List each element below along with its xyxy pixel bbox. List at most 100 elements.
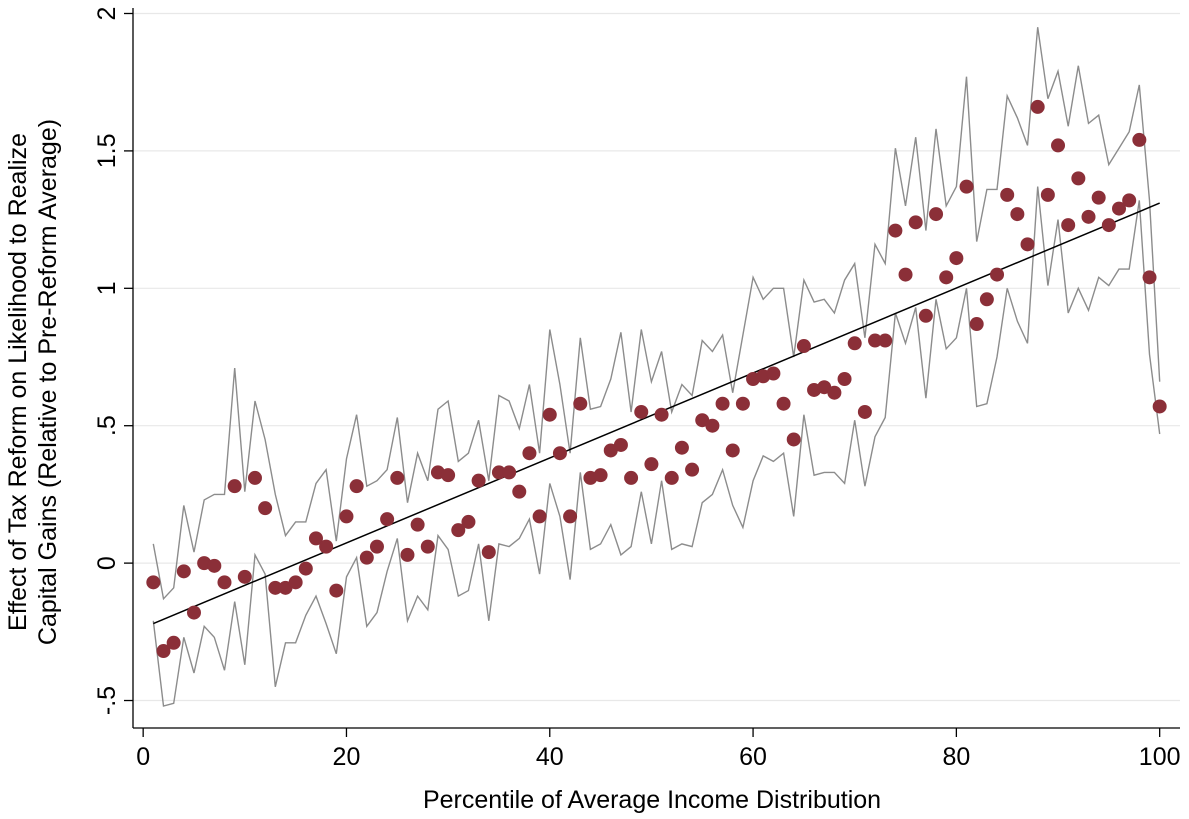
y-tick-label: 0 [93, 556, 121, 570]
data-point [349, 479, 364, 494]
data-point [542, 407, 557, 422]
data-point [186, 605, 201, 620]
data-point [166, 635, 181, 650]
data-point [573, 396, 588, 411]
data-point [735, 396, 750, 411]
data-point [929, 207, 944, 222]
data-point [837, 371, 852, 386]
data-point [390, 470, 405, 485]
data-point [146, 575, 161, 590]
ci-upper-line [152, 27, 1161, 601]
data-point [1020, 237, 1035, 252]
data-point [624, 470, 639, 485]
data-point [207, 558, 222, 573]
data-point [1091, 190, 1106, 205]
data-point [634, 404, 649, 419]
data-point [685, 462, 700, 477]
x-tick-label: 40 [536, 743, 564, 771]
data-point [969, 317, 984, 332]
data-point [979, 292, 994, 307]
data-point [522, 446, 537, 461]
axes [124, 8, 1180, 737]
data-point [857, 404, 872, 419]
data-point [441, 468, 456, 483]
data-point [898, 267, 913, 282]
data-point [156, 644, 171, 659]
data-point [461, 514, 476, 529]
data-point [1081, 209, 1096, 224]
y-axis-title-line-1: Effect of Tax Reform on Likelihood to Re… [4, 133, 32, 631]
y-tick-label: 1.5 [93, 134, 121, 169]
data-point [1112, 201, 1127, 216]
confidence-interval-lines [152, 27, 1161, 707]
data-point [217, 575, 232, 590]
data-point [329, 583, 344, 598]
ci-lower-line [152, 186, 1161, 707]
data-point [420, 539, 435, 554]
data-point [786, 432, 801, 447]
data-point [1152, 399, 1167, 414]
data-point [481, 545, 496, 560]
data-point [502, 465, 517, 480]
data-point [1000, 187, 1015, 202]
data-point [308, 531, 323, 546]
data-point [1010, 207, 1025, 222]
data-point [237, 569, 252, 584]
data-point [1051, 138, 1066, 153]
data-point [176, 564, 191, 579]
y-tick-label: 2 [93, 7, 121, 21]
data-point [380, 512, 395, 527]
data-point [908, 215, 923, 230]
data-point [1030, 99, 1045, 114]
data-point [613, 437, 628, 452]
data-point [1142, 270, 1157, 285]
data-point [247, 470, 262, 485]
data-point [451, 523, 466, 538]
data-point [400, 547, 415, 562]
x-tick-label: 100 [1139, 743, 1181, 771]
data-point [878, 333, 893, 348]
data-point [369, 539, 384, 554]
data-point [552, 446, 567, 461]
data-point [949, 251, 964, 266]
x-tick-label: 0 [136, 743, 150, 771]
data-point [990, 267, 1005, 282]
data-point [654, 407, 669, 422]
data-point [796, 339, 811, 354]
data-point [298, 561, 313, 576]
y-axis-title-line-2: Capital Gains (Relative to Pre-Reform Av… [34, 119, 62, 645]
data-point [1071, 171, 1086, 186]
data-point [491, 465, 506, 480]
data-point [918, 308, 933, 323]
x-tick-label: 20 [333, 743, 361, 771]
data-point [827, 385, 842, 400]
data-point [319, 539, 334, 554]
data-point [664, 470, 679, 485]
y-tick-label: 1 [93, 281, 121, 295]
data-point [471, 473, 486, 488]
data-point [227, 479, 242, 494]
data-point [1101, 218, 1116, 233]
data-point [1061, 218, 1076, 233]
data-point [715, 396, 730, 411]
y-tick-label: .5 [93, 415, 121, 436]
data-point [1132, 132, 1147, 147]
data-point [766, 366, 781, 381]
data-point [725, 443, 740, 458]
data-point [705, 418, 720, 433]
data-point [268, 580, 283, 595]
data-point [563, 509, 578, 524]
data-point [939, 270, 954, 285]
data-point [674, 440, 689, 455]
data-points [146, 99, 1167, 659]
data-point [410, 517, 425, 532]
data-point [868, 333, 883, 348]
data-point [512, 484, 527, 499]
data-point [888, 223, 903, 238]
data-point [339, 509, 354, 524]
x-axis-title: Percentile of Average Income Distributio… [423, 786, 881, 814]
data-point [959, 179, 974, 194]
gridlines [133, 12, 1180, 702]
